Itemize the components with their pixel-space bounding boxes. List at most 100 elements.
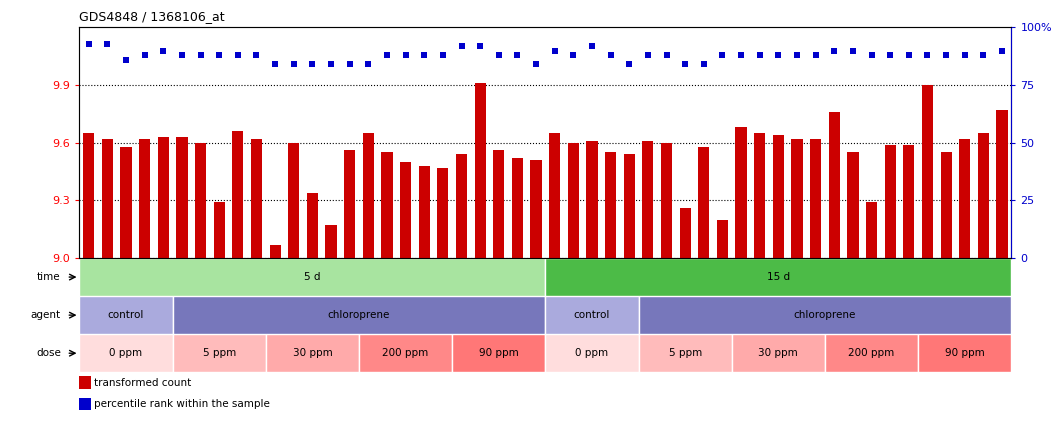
Bar — [121, 147, 131, 258]
Bar — [456, 154, 467, 258]
Text: time: time — [37, 272, 60, 282]
Bar — [270, 244, 281, 258]
Bar — [452, 334, 545, 372]
Text: 15 d: 15 d — [767, 272, 790, 282]
Point — [174, 52, 191, 58]
Bar — [79, 258, 545, 296]
Bar — [474, 83, 486, 258]
Bar — [251, 139, 262, 258]
Text: GDS4848 / 1368106_at: GDS4848 / 1368106_at — [79, 10, 226, 23]
Bar — [736, 127, 747, 258]
Bar — [977, 133, 989, 258]
Bar — [568, 143, 579, 258]
Bar — [717, 220, 728, 258]
Point — [509, 52, 526, 58]
Point — [770, 52, 787, 58]
Bar — [511, 158, 523, 258]
Text: control: control — [574, 310, 610, 320]
Point — [80, 40, 97, 47]
Bar — [359, 334, 452, 372]
Text: 5 d: 5 d — [304, 272, 321, 282]
Bar — [400, 162, 411, 258]
Point — [826, 47, 843, 54]
Bar — [829, 112, 840, 258]
Text: 0 ppm: 0 ppm — [575, 348, 609, 358]
Point — [192, 52, 209, 58]
Point — [844, 47, 861, 54]
Text: 0 ppm: 0 ppm — [109, 348, 143, 358]
Point — [341, 61, 358, 68]
Bar — [825, 334, 918, 372]
Bar — [79, 376, 91, 389]
Point — [471, 43, 488, 49]
Point — [397, 52, 414, 58]
Bar — [680, 208, 690, 258]
Bar — [195, 143, 207, 258]
Bar — [754, 133, 766, 258]
Bar — [214, 202, 225, 258]
Point — [416, 52, 433, 58]
Point — [155, 47, 172, 54]
Bar — [997, 110, 1007, 258]
Bar — [847, 152, 859, 258]
Point — [98, 40, 115, 47]
Point — [584, 43, 600, 49]
Bar — [732, 334, 825, 372]
Point — [211, 52, 228, 58]
Text: 200 ppm: 200 ppm — [382, 348, 429, 358]
Point — [564, 52, 581, 58]
Bar — [173, 296, 545, 334]
Bar — [903, 145, 914, 258]
Bar — [307, 193, 318, 258]
Bar — [550, 133, 560, 258]
Point — [696, 61, 713, 68]
Bar — [624, 154, 634, 258]
Bar — [325, 225, 337, 258]
Point — [975, 52, 992, 58]
Point — [490, 52, 507, 58]
Bar — [918, 334, 1011, 372]
Point — [882, 52, 899, 58]
Text: chloroprene: chloroprene — [328, 310, 390, 320]
Point — [453, 43, 470, 49]
Point — [640, 52, 657, 58]
Point — [248, 52, 265, 58]
Text: 5 ppm: 5 ppm — [668, 348, 702, 358]
Bar — [959, 139, 970, 258]
Bar — [288, 143, 300, 258]
Bar — [643, 141, 653, 258]
Point — [304, 61, 321, 68]
Point — [751, 52, 768, 58]
Point — [714, 52, 731, 58]
Text: 30 ppm: 30 ppm — [758, 348, 798, 358]
Text: percentile rank within the sample: percentile rank within the sample — [94, 399, 270, 409]
Bar — [79, 398, 91, 410]
Point — [658, 52, 675, 58]
Text: transformed count: transformed count — [94, 378, 192, 388]
Bar — [158, 137, 168, 258]
Point — [677, 61, 694, 68]
Bar — [639, 334, 732, 372]
Bar — [605, 152, 616, 258]
Point — [137, 52, 154, 58]
Bar — [940, 152, 952, 258]
Bar — [177, 137, 187, 258]
Text: 90 ppm: 90 ppm — [945, 348, 985, 358]
Point — [789, 52, 806, 58]
Text: chloroprene: chloroprene — [794, 310, 856, 320]
Bar — [344, 151, 355, 258]
Point — [937, 52, 954, 58]
Text: control: control — [108, 310, 144, 320]
Point — [900, 52, 917, 58]
Bar — [437, 168, 448, 258]
Bar — [587, 141, 597, 258]
Point — [527, 61, 544, 68]
Bar — [363, 133, 374, 258]
Point — [621, 61, 638, 68]
Bar — [545, 296, 639, 334]
Bar — [79, 296, 173, 334]
Bar — [493, 151, 504, 258]
Text: dose: dose — [36, 348, 60, 358]
Bar — [139, 139, 150, 258]
Point — [118, 56, 134, 63]
